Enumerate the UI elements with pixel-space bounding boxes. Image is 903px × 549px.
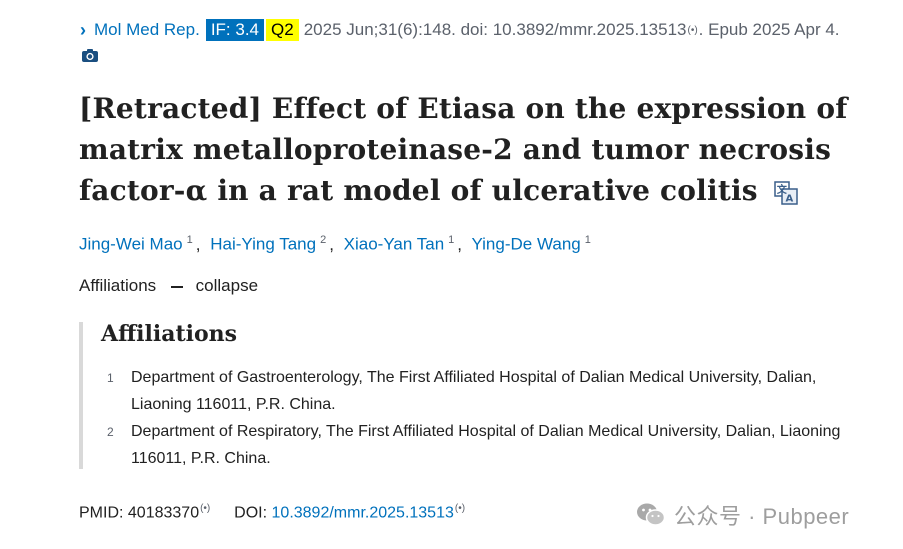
altmetric-icon[interactable]: (•) — [200, 503, 211, 514]
epub-date: . Epub 2025 Apr 4. — [698, 20, 840, 39]
author-link[interactable]: Ying-De Wang — [471, 234, 581, 254]
affiliation-item: 1 Department of Gastroenterology, The Fi… — [107, 364, 867, 418]
author-list: Jing-Wei Mao 1, Hai-Ying Tang 2, Xiao-Yan … — [79, 234, 591, 254]
author-link[interactable]: Hai-Ying Tang — [210, 234, 317, 254]
affiliations-panel: Affiliations 1 Department of Gastroenter… — [79, 321, 863, 469]
journal-link[interactable]: Mol Med Rep. — [94, 20, 200, 39]
author-link[interactable]: Jing-Wei Mao — [79, 234, 183, 254]
affiliation-text: Department of Gastroenterology, The Firs… — [131, 369, 817, 413]
article-title: [Retracted] Effect of Etiasa on the expr… — [79, 88, 859, 211]
chevron-right-icon[interactable]: › — [80, 19, 86, 40]
doi-link[interactable]: 10.3892/mmr.2025.13513 — [271, 504, 454, 522]
author-affiliation-number[interactable]: 2 — [320, 234, 327, 246]
collapse-icon — [170, 285, 183, 288]
author-affiliation-number[interactable]: 1 — [584, 234, 591, 246]
affiliations-heading: Affiliations — [101, 321, 238, 347]
pmid-label: PMID: — [79, 504, 124, 522]
article-title-text: [Retracted] Effect of Etiasa on the expr… — [79, 92, 848, 207]
translate-icon[interactable]: 文 A — [773, 180, 798, 205]
citation-line: › Mol Med Rep. IF: 3.4 Q2 2025 Jun;31(6)… — [80, 18, 840, 42]
svg-text:A: A — [785, 193, 793, 204]
doi-label: DOI: — [234, 504, 268, 522]
pmid-value: 40183370 — [127, 504, 200, 522]
wechat-icon — [637, 503, 666, 526]
affiliation-item: 2 Department of Respiratory, The First A… — [107, 418, 867, 472]
author-affiliation-number[interactable]: 1 — [186, 234, 193, 246]
affiliations-toggle[interactable]: Affiliations collapse — [79, 276, 258, 296]
collapse-label[interactable]: collapse — [195, 276, 259, 295]
watermark-text: 公众号 · Pubpeer — [674, 504, 850, 529]
watermark: 公众号 · Pubpeer — [636, 499, 849, 531]
impact-factor-badge: IF: 3.4 — [205, 19, 265, 41]
affiliation-number: 1 — [107, 371, 114, 385]
affiliations-list: 1 Department of Gastroenterology, The Fi… — [107, 364, 867, 472]
quartile-badge: Q2 — [266, 19, 299, 41]
affiliation-text: Department of Respiratory, The First Aff… — [131, 423, 841, 467]
citation-details: 2025 Jun;31(6):148. doi: 10.3892/mmr.202… — [303, 20, 687, 39]
altmetric-icon[interactable]: (•) — [687, 24, 698, 36]
camera-icon[interactable] — [81, 47, 99, 63]
author-affiliation-number[interactable]: 1 — [448, 234, 455, 246]
author-link[interactable]: Xiao-Yan Tan — [343, 234, 445, 254]
affiliations-toggle-label: Affiliations — [79, 276, 157, 295]
altmetric-icon[interactable]: (•) — [454, 503, 466, 514]
svg-text:文: 文 — [777, 183, 788, 196]
affiliation-number: 2 — [107, 425, 114, 439]
identifiers: PMID: 40183370(•) DOI: 10.3892/mmr.2025.… — [79, 503, 466, 522]
